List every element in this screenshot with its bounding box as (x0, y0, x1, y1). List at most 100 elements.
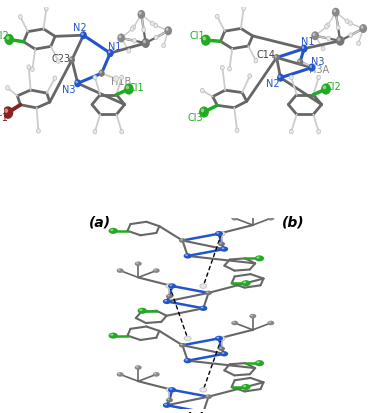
Text: Cl1: Cl1 (190, 31, 205, 41)
Circle shape (326, 37, 330, 42)
Circle shape (166, 29, 169, 32)
Circle shape (81, 33, 84, 36)
Circle shape (151, 22, 154, 26)
Circle shape (109, 333, 118, 339)
Text: C23: C23 (52, 53, 71, 64)
Circle shape (70, 58, 72, 61)
Circle shape (154, 24, 158, 28)
Circle shape (269, 322, 271, 323)
Circle shape (164, 300, 167, 302)
Text: Cl2: Cl2 (0, 31, 9, 41)
Circle shape (166, 284, 173, 289)
Text: (c): (c) (185, 411, 206, 413)
Circle shape (218, 347, 225, 351)
Circle shape (357, 42, 361, 46)
Circle shape (139, 309, 142, 311)
Circle shape (349, 34, 353, 38)
Circle shape (132, 26, 136, 31)
Circle shape (337, 38, 341, 42)
Circle shape (216, 233, 219, 234)
Circle shape (256, 257, 260, 259)
Circle shape (75, 81, 78, 84)
Circle shape (203, 38, 206, 41)
Circle shape (199, 409, 207, 413)
Circle shape (255, 360, 264, 366)
Circle shape (222, 248, 224, 249)
Circle shape (231, 321, 238, 325)
Circle shape (56, 60, 60, 64)
Circle shape (218, 232, 225, 236)
Circle shape (277, 74, 284, 83)
Circle shape (135, 366, 142, 370)
Circle shape (254, 59, 258, 64)
Circle shape (153, 269, 160, 273)
Circle shape (336, 26, 340, 31)
Circle shape (138, 11, 145, 20)
Circle shape (110, 334, 113, 336)
Circle shape (117, 372, 124, 377)
Circle shape (167, 399, 170, 400)
Circle shape (298, 61, 300, 63)
Circle shape (321, 47, 325, 52)
Circle shape (206, 395, 209, 397)
Circle shape (221, 66, 224, 71)
Circle shape (216, 337, 219, 339)
Circle shape (127, 50, 131, 54)
Circle shape (201, 411, 203, 412)
Circle shape (53, 77, 57, 81)
Circle shape (154, 36, 158, 40)
Text: N1: N1 (108, 42, 122, 52)
Circle shape (164, 404, 167, 406)
Circle shape (120, 130, 124, 135)
Circle shape (233, 217, 235, 219)
Circle shape (241, 280, 251, 287)
Circle shape (168, 284, 176, 289)
Circle shape (107, 50, 114, 58)
Circle shape (256, 361, 260, 363)
Circle shape (120, 76, 124, 81)
Circle shape (117, 34, 125, 43)
Circle shape (143, 41, 146, 44)
Circle shape (222, 352, 224, 354)
Text: N1: N1 (301, 38, 315, 47)
Text: Cl3: Cl3 (188, 113, 204, 123)
Circle shape (165, 27, 172, 36)
Circle shape (205, 394, 212, 399)
Circle shape (199, 107, 209, 119)
Text: N3: N3 (62, 85, 76, 95)
Circle shape (80, 32, 87, 40)
Text: Br1: Br1 (0, 113, 8, 123)
Circle shape (312, 34, 315, 37)
Circle shape (69, 57, 75, 64)
Circle shape (154, 373, 156, 375)
Circle shape (220, 351, 228, 356)
Circle shape (311, 32, 319, 41)
Circle shape (184, 254, 192, 259)
Circle shape (166, 284, 173, 288)
Circle shape (93, 130, 97, 135)
Circle shape (27, 66, 31, 70)
Circle shape (302, 47, 304, 50)
Circle shape (243, 385, 246, 387)
Circle shape (219, 347, 222, 349)
Circle shape (4, 35, 14, 46)
Circle shape (142, 39, 150, 49)
Circle shape (278, 76, 281, 79)
Circle shape (142, 28, 145, 33)
Circle shape (267, 321, 274, 325)
Circle shape (154, 269, 156, 271)
Circle shape (310, 64, 316, 70)
Circle shape (326, 24, 330, 28)
Circle shape (215, 15, 219, 20)
Circle shape (166, 388, 173, 392)
Circle shape (200, 284, 207, 289)
Text: (a): (a) (89, 215, 111, 229)
Circle shape (200, 89, 204, 94)
Circle shape (321, 84, 331, 95)
Circle shape (243, 282, 246, 284)
Circle shape (359, 25, 367, 34)
Text: N2: N2 (266, 79, 280, 89)
Circle shape (200, 387, 207, 392)
Circle shape (249, 209, 256, 214)
Circle shape (179, 239, 186, 243)
